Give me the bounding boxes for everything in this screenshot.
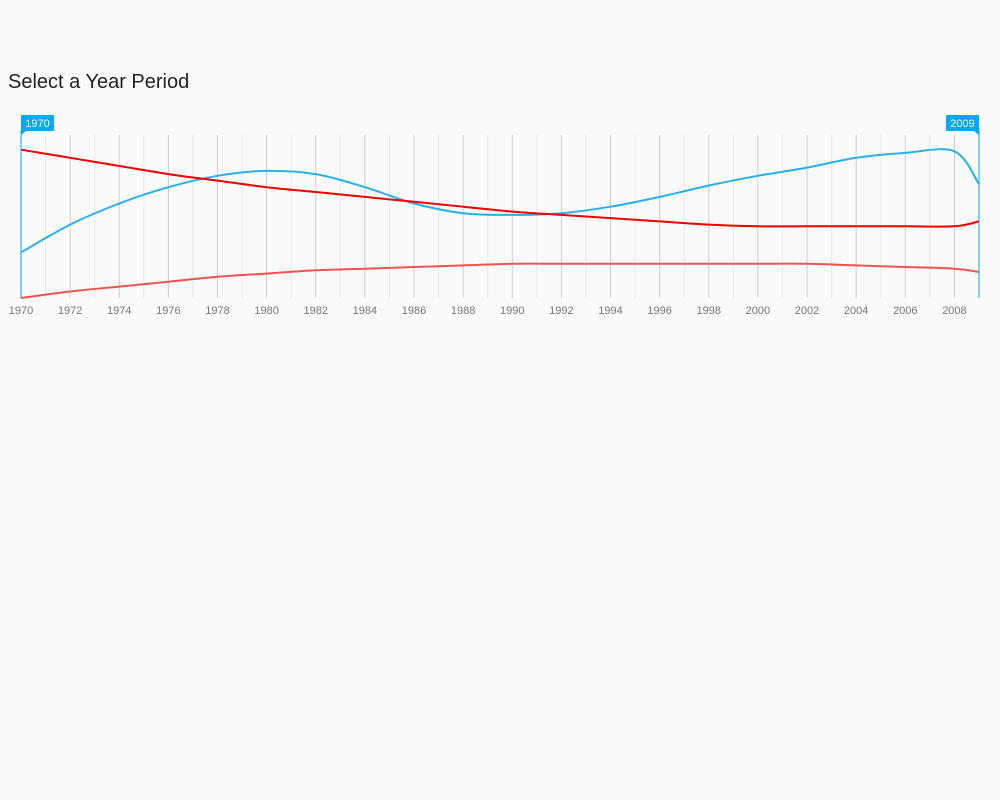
year-range-chart[interactable]: 1970 1972 1974 1976 1978 1980 1982 1984 1986 1988… bbox=[0, 110, 1000, 330]
range-start-badge[interactable] bbox=[21, 115, 54, 131]
series-line-3 bbox=[20, 262, 980, 299]
tick-label-2002: 2002 bbox=[795, 305, 819, 317]
tick-label-1974: 1974 bbox=[107, 305, 131, 317]
tick-label-1972: 1972 bbox=[58, 305, 82, 317]
tick-label-1994: 1994 bbox=[598, 305, 622, 317]
range-start-label: 1970 bbox=[25, 118, 49, 130]
range-start-pointer bbox=[21, 131, 26, 135]
tick-label-1984: 1984 bbox=[353, 305, 377, 317]
series-line-2 bbox=[20, 148, 980, 228]
x-axis-ticks: 1970 1972 1974 1976 1978 1980 1982 1984 1986 1988… bbox=[9, 305, 967, 317]
tick-label-1980: 1980 bbox=[254, 305, 278, 317]
tick-label-1986: 1986 bbox=[402, 305, 426, 317]
tick-label-1990: 1990 bbox=[500, 305, 524, 317]
series-lines bbox=[20, 148, 980, 299]
tick-label-2000: 2000 bbox=[746, 305, 770, 317]
year-range-slider[interactable]: 1970 1972 1974 1976 1978 1980 1982 1984 1986 1988… bbox=[0, 110, 1000, 330]
tick-label-1978: 1978 bbox=[205, 305, 229, 317]
tick-label-1988: 1988 bbox=[451, 305, 475, 317]
range-end-badge[interactable] bbox=[946, 115, 979, 131]
tick-label-2006: 2006 bbox=[893, 305, 917, 317]
range-end-handle[interactable]: 2009 bbox=[946, 115, 979, 135]
tick-label-1970: 1970 bbox=[9, 305, 33, 317]
tick-label-1998: 1998 bbox=[697, 305, 721, 317]
range-start-handle[interactable]: 1970 bbox=[21, 115, 54, 135]
range-end-label: 2009 bbox=[950, 118, 974, 130]
tick-label-2008: 2008 bbox=[942, 305, 966, 317]
range-end-pointer bbox=[974, 131, 979, 135]
series-line-1 bbox=[20, 148, 980, 254]
tick-label-1992: 1992 bbox=[549, 305, 573, 317]
tick-label-1982: 1982 bbox=[304, 305, 328, 317]
tick-label-1976: 1976 bbox=[156, 305, 180, 317]
tick-label-1996: 1996 bbox=[647, 305, 671, 317]
page-title: Select a Year Period bbox=[8, 71, 190, 93]
grid-lines bbox=[20, 135, 980, 298]
tick-label-2004: 2004 bbox=[844, 305, 868, 317]
